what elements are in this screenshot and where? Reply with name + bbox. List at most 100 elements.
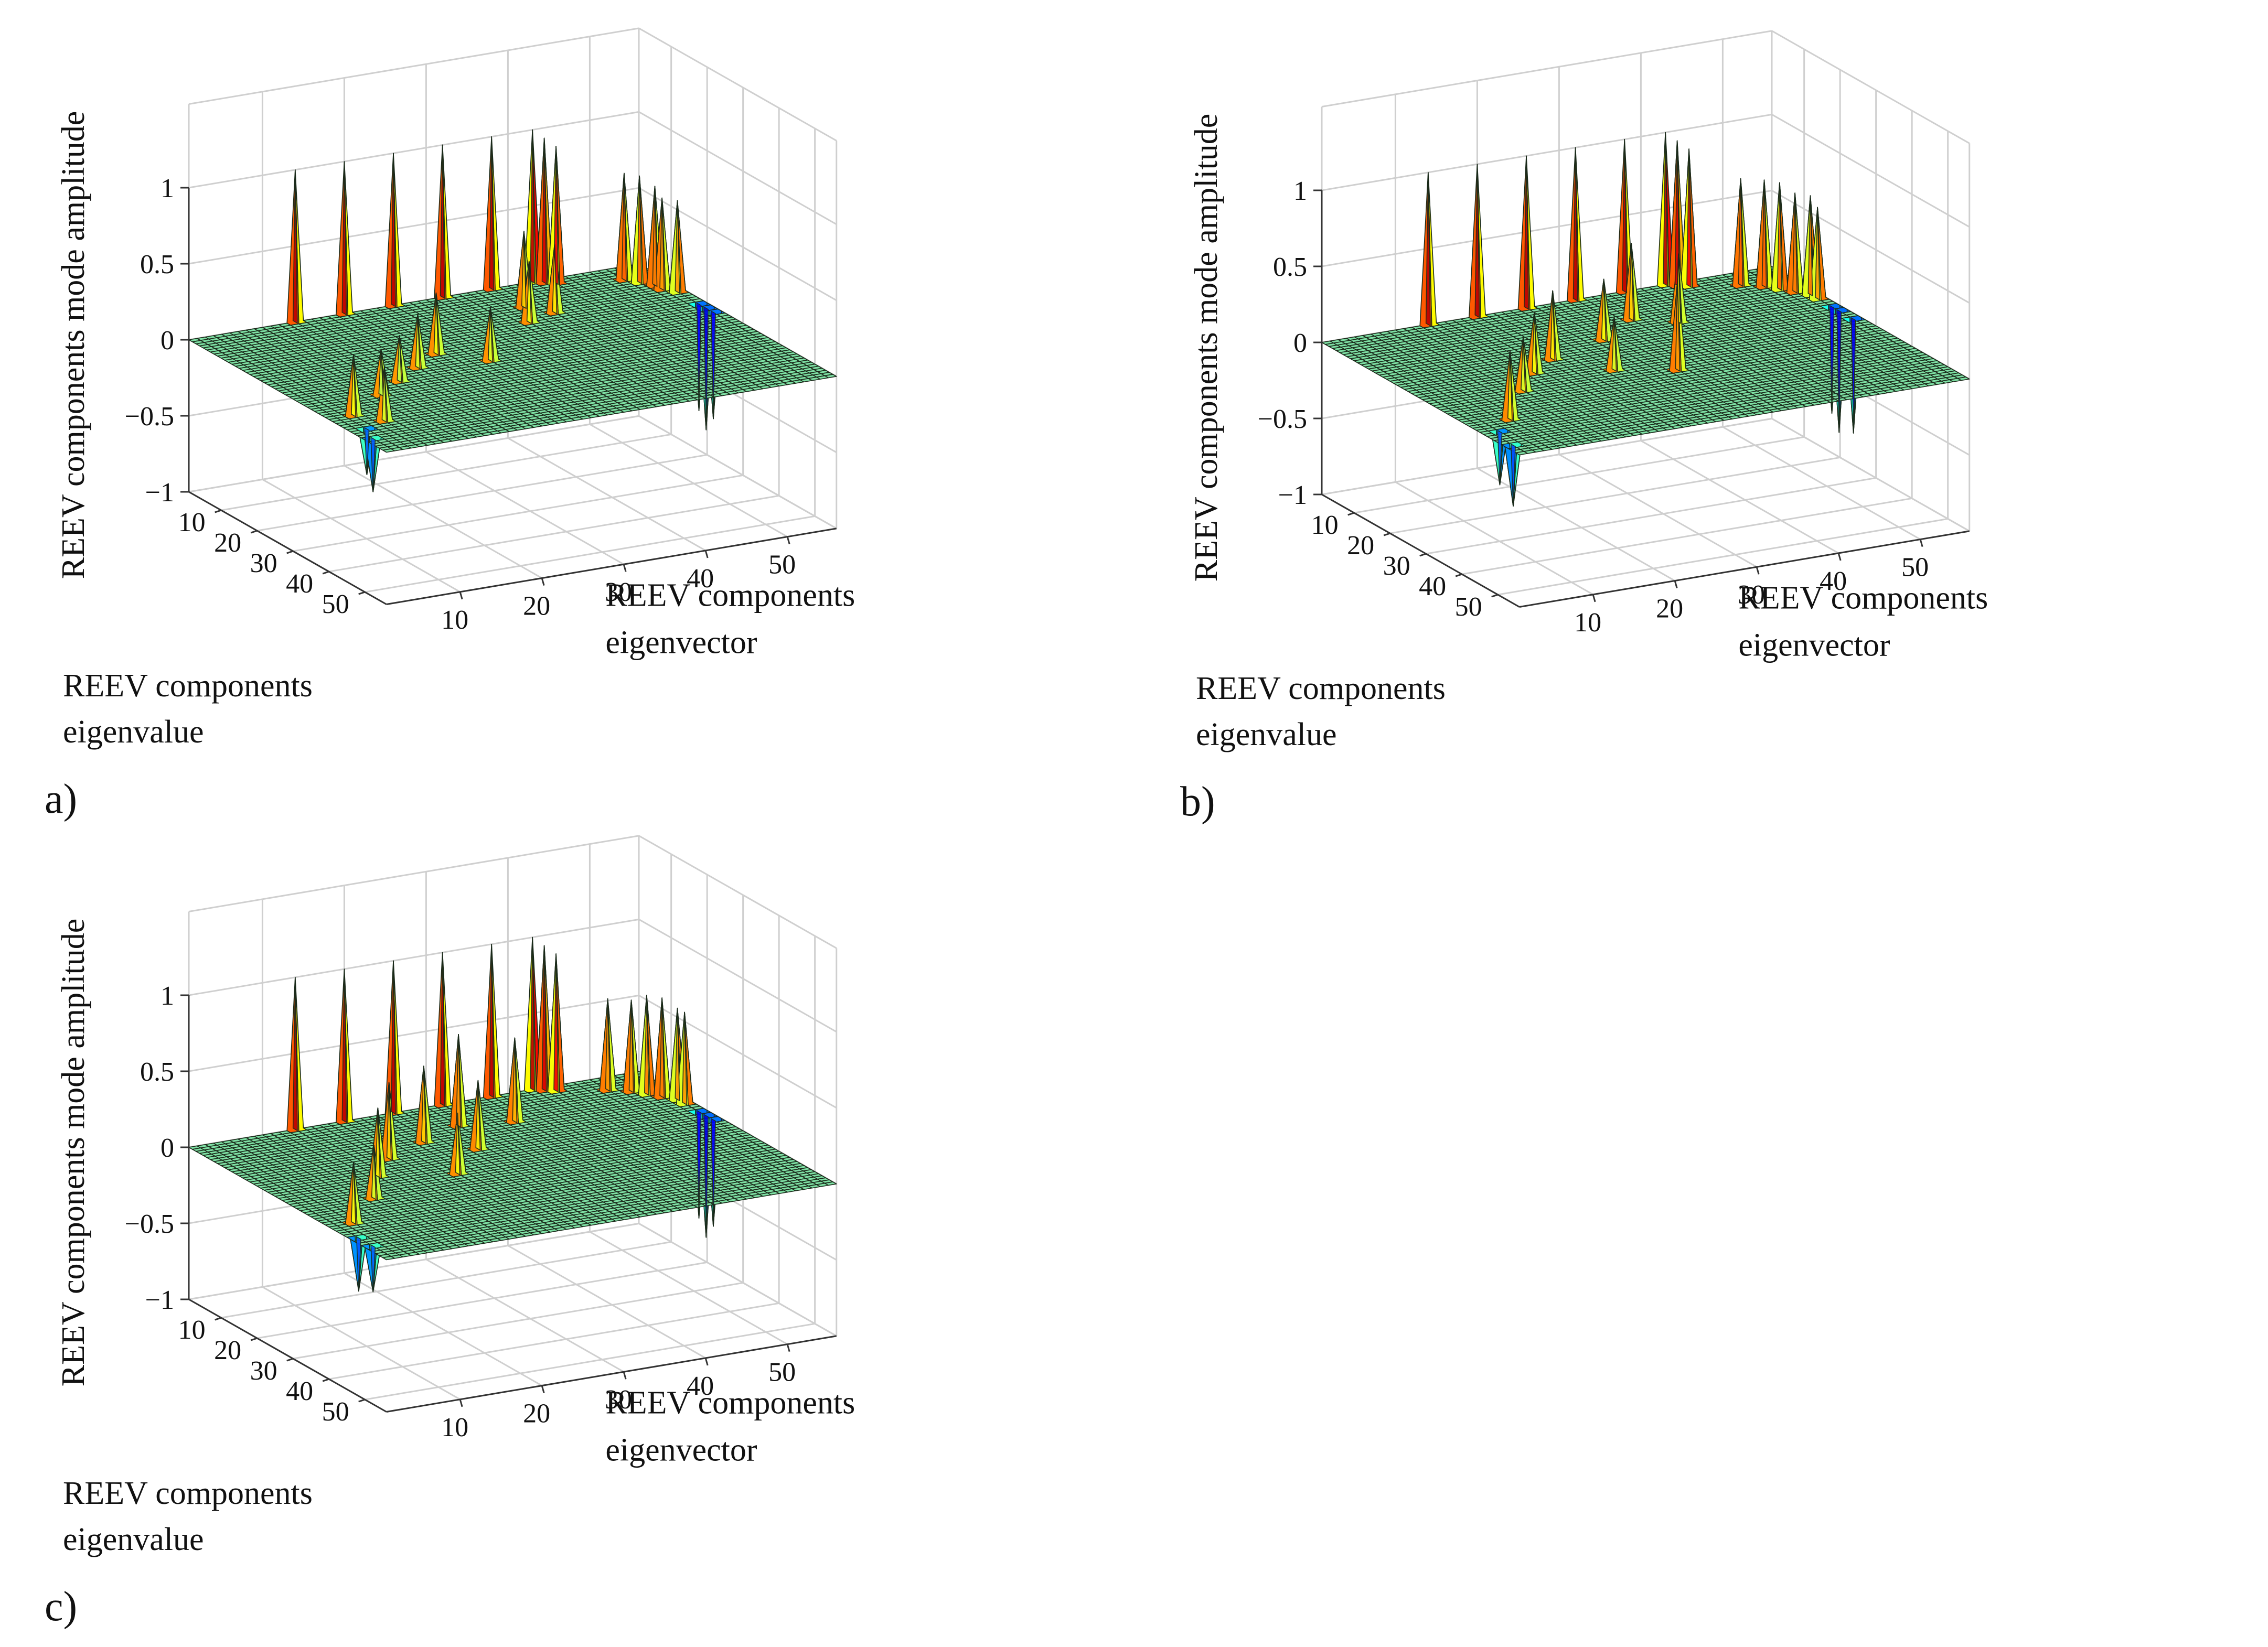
y-axis-label: REEV components eigenvector (605, 1385, 855, 1468)
peak-27 (370, 436, 376, 492)
peak-3 (440, 145, 445, 299)
y-tick-label: 50 (768, 550, 796, 580)
x-tick-label: 20 (214, 1336, 241, 1365)
peak-8 (1738, 178, 1743, 287)
x-tick-label: 30 (250, 1356, 277, 1386)
peak-4 (489, 136, 495, 291)
y-ticks: 10 20 30 40 50 (386, 1335, 837, 1443)
peak-24 (351, 354, 356, 417)
y-tick-label: 10 (441, 605, 468, 635)
panel-label: b) (1180, 779, 1215, 825)
peak-13 (1815, 207, 1821, 301)
peak-18 (526, 261, 532, 325)
peak-22 (375, 1107, 381, 1179)
peak-24 (1675, 278, 1681, 372)
z-tick-label: 0.5 (1273, 252, 1307, 282)
peak-3 (440, 952, 445, 1107)
x-tick-label: 10 (178, 1315, 206, 1345)
peak-23 (455, 1113, 461, 1176)
peak-12 (675, 1008, 680, 1102)
x-tick-label: 30 (250, 548, 277, 578)
peak-8 (605, 998, 611, 1092)
peak-15 (1836, 309, 1842, 433)
z-tick-label: 0.5 (140, 250, 174, 279)
x-ticks: 10 20 30 40 50 (178, 1298, 387, 1427)
peak-21 (1532, 312, 1537, 375)
peak-marks (1425, 132, 1856, 507)
x-ticks: 10 20 30 40 50 (1311, 493, 1520, 622)
surface (1321, 132, 1970, 507)
peak-9 (1761, 180, 1767, 288)
peak-21 (475, 1080, 481, 1151)
peak-7 (1686, 149, 1692, 288)
peak-0 (1425, 172, 1431, 327)
peak-1 (341, 162, 347, 316)
x-tick-label: 40 (286, 569, 313, 599)
peak-25 (1507, 351, 1513, 422)
peak-24 (371, 1145, 377, 1200)
surface (188, 936, 837, 1293)
peak-4 (1622, 139, 1628, 294)
z-tick-label: 0.5 (140, 1057, 174, 1087)
peak-19 (433, 293, 439, 356)
y-tick-label: 20 (1656, 594, 1683, 624)
peak-26 (1497, 429, 1503, 485)
peak-13 (682, 1012, 688, 1106)
peak-14 (703, 306, 709, 430)
peak-20 (1550, 290, 1556, 361)
z-tick-label: −1 (145, 478, 174, 508)
peak-25 (351, 1162, 356, 1225)
z-tick-label: 1 (1293, 176, 1307, 206)
x-tick-label: 50 (322, 589, 349, 619)
peak-14 (1829, 305, 1835, 414)
peak-20 (386, 1082, 392, 1161)
peak-2 (391, 153, 396, 307)
x-tick-label: 40 (286, 1376, 313, 1406)
peak-18 (512, 1038, 518, 1124)
peak-6 (541, 945, 547, 1092)
x-tick-label: 40 (1419, 572, 1446, 601)
x-axis-label: REEV components eigenvalue (1196, 671, 1446, 752)
y-tick-label: 50 (768, 1358, 796, 1387)
peak-4 (489, 944, 495, 1099)
y-tick-label: 20 (523, 1399, 550, 1429)
x-tick-label: 10 (178, 508, 206, 537)
peak-1 (1474, 164, 1480, 318)
y-axis-label: REEV components eigenvector (1738, 580, 1988, 663)
peak-0 (292, 977, 298, 1132)
x-tick-label: 50 (1455, 592, 1482, 622)
peak-9 (628, 1000, 634, 1093)
z-tick-label: 0 (1293, 328, 1307, 358)
peak-2 (391, 961, 396, 1115)
peak-11 (659, 997, 665, 1099)
peak-22 (1611, 317, 1617, 372)
peak-12 (1807, 196, 1813, 297)
z-axis-label: REEV components mode amplitude (1189, 114, 1224, 582)
x-ticks: 10 20 30 40 50 (178, 491, 387, 619)
peak-21 (488, 307, 493, 363)
x-tick-label: 30 (1383, 551, 1410, 581)
z-tick-label: 0 (161, 326, 174, 356)
peak-5 (1663, 132, 1668, 287)
peak-26 (356, 1236, 361, 1291)
y-tick-label: 30 (1738, 580, 1765, 610)
peak-11 (659, 198, 665, 292)
peak-23 (1521, 337, 1526, 393)
peak-5 (530, 130, 536, 284)
peak-9 (637, 176, 643, 285)
z-tick-label: 0 (161, 1133, 174, 1163)
peak-17 (1629, 243, 1634, 321)
peak-2 (1524, 156, 1529, 310)
peak-26 (364, 427, 370, 475)
peak-marks (292, 130, 716, 492)
peak-16 (521, 231, 527, 309)
z-axis-label: REEV components mode amplitude (56, 111, 91, 579)
peak-25 (381, 368, 387, 423)
x-axis-label: REEV components eigenvalue (63, 668, 313, 750)
peak-11 (1792, 192, 1798, 294)
peak-13 (696, 302, 702, 411)
z-ticks: 1 0.5 0 −0.5 −1 (1258, 176, 1323, 510)
peak-3 (1572, 147, 1578, 302)
y-ticks: 10 20 30 40 50 (1519, 530, 1970, 638)
